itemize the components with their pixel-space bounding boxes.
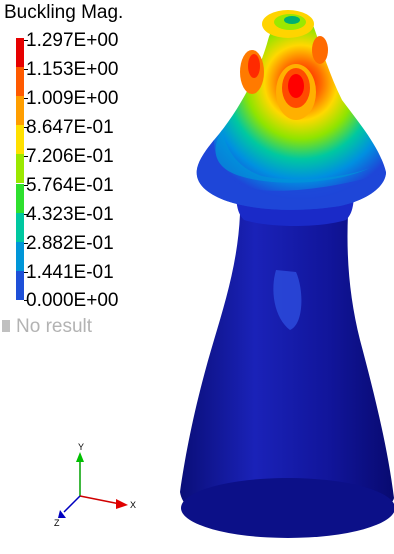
no-result-label: No result (16, 316, 93, 337)
x-axis-arrow-icon (116, 499, 128, 509)
model-base-rim (181, 478, 394, 538)
axis-triad: Y X Z (54, 442, 136, 528)
legend-tick: 8.647E-01 (26, 117, 114, 138)
y-axis-arrow-icon (76, 452, 84, 462)
y-axis-label: Y (78, 442, 84, 452)
model-body-highlight (273, 270, 302, 330)
no-result-swatch (2, 320, 10, 332)
legend-tick: 1.153E+00 (26, 59, 119, 80)
legend-tick: 7.206E-01 (26, 146, 114, 167)
legend-swatch (16, 38, 24, 68)
z-axis-arrow-icon (58, 510, 66, 518)
legend-tick: 1.441E-01 (26, 262, 114, 283)
legend-tick: 1.297E+00 (26, 30, 119, 51)
legend-title: Buckling Mag. (4, 2, 124, 23)
legend-tick: 0.000E+00 (26, 290, 119, 311)
legend-colorbar (16, 38, 24, 300)
legend-swatch (16, 67, 24, 97)
legend-swatch (16, 212, 24, 242)
legend-swatch (16, 154, 24, 184)
legend-no-result: No result (2, 316, 93, 338)
legend-swatch (16, 241, 24, 271)
legend-tick: 2.882E-01 (26, 233, 114, 254)
x-axis-label: X (130, 500, 136, 510)
legend-tick: 1.009E+00 (26, 88, 119, 109)
result-legend: Buckling Mag. 1.297E+00 1.153E+00 1.009E… (0, 0, 200, 340)
legend-swatch (16, 183, 24, 213)
legend-tick: 5.764E-01 (26, 175, 114, 196)
legend-swatch (16, 96, 24, 126)
legend-tick: 4.323E-01 (26, 204, 114, 225)
z-axis-label: Z (54, 518, 60, 528)
model-body (180, 214, 394, 536)
legend-swatch (16, 125, 24, 155)
legend-swatch (16, 270, 24, 300)
